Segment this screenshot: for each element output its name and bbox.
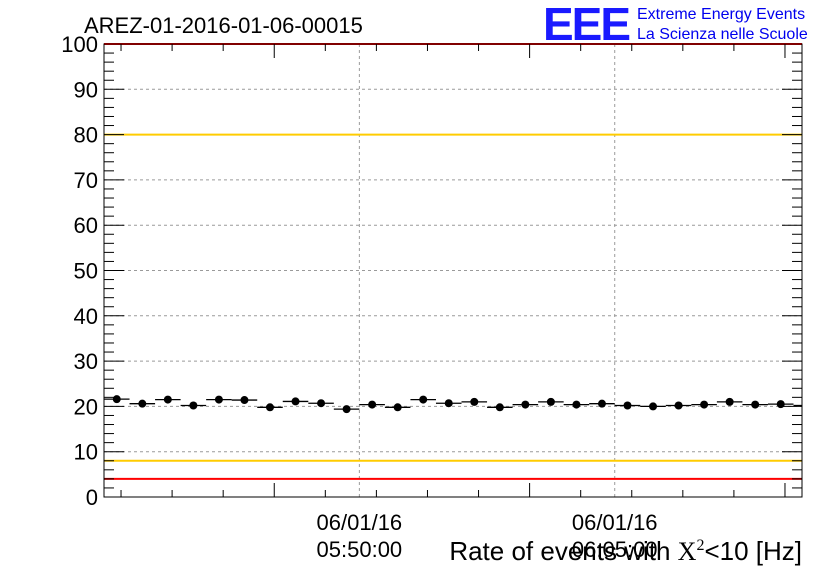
logo-line-1: Extreme Energy Events [637,6,805,23]
axes [103,43,803,498]
data-points [104,395,802,414]
data-point [265,403,274,412]
data-point [138,399,147,408]
x-axis-label-post: <10 [Hz] [704,536,802,566]
y-tick-label: 0 [86,485,98,510]
y-tick-label: 10 [74,440,98,465]
data-point [317,399,326,408]
x-tick-label-date: 06/01/16 [317,510,403,535]
y-tick-label: 50 [74,259,98,284]
data-point [470,397,479,406]
y-tick-label: 60 [74,213,98,238]
chart-title: AREZ-01-2016-01-06-00015 [84,13,363,38]
data-point [700,400,709,409]
y-tick-label: 70 [74,168,98,193]
x-axis-label-sup: 2 [696,537,704,554]
data-point [521,400,530,409]
data-point [649,402,658,411]
data-point [419,395,428,404]
data-point [546,397,555,406]
data-point [674,401,683,410]
data-point [291,397,300,406]
data-point [444,399,453,408]
data-point [776,400,785,409]
y-tick-label: 40 [74,304,98,329]
data-point [342,405,351,414]
data-point [597,399,606,408]
data-point [368,400,377,409]
y-tick-labels: 0 10 20 30 40 50 60 70 80 90 100 [61,32,98,510]
data-point [393,403,402,412]
grid [104,44,802,497]
y-tick-label: 20 [74,394,98,419]
x-axis-label: Rate of events with X2<10 [Hz] [449,536,802,566]
logo-line-2: La Scienza nelle Scuole [637,26,808,43]
y-tick-label: 30 [74,349,98,374]
y-tick-label: 100 [61,32,98,57]
data-point [623,401,632,410]
data-point [725,397,734,406]
data-point [751,400,760,409]
data-point [189,401,198,410]
data-point [240,396,249,405]
data-point [214,395,223,404]
data-point [112,395,121,404]
y-tick-label: 80 [74,123,98,148]
x-tick-label-time: 05:50:00 [317,537,403,562]
reference-lines [104,43,802,480]
data-point [163,395,172,404]
x-tick-label-time: 06:05:00 [572,537,658,562]
data-point [572,400,581,409]
x-axis-label-math: X [678,537,697,566]
x-tick-label-date: 06/01/16 [572,510,658,535]
logo-mark: EEE [543,0,629,50]
x-axis-label-pre: Rate of events with [449,536,677,566]
eee-logo: EEE Extreme Energy Events La Scienza nel… [543,0,808,50]
y-tick-label: 90 [74,77,98,102]
data-point [495,403,504,412]
